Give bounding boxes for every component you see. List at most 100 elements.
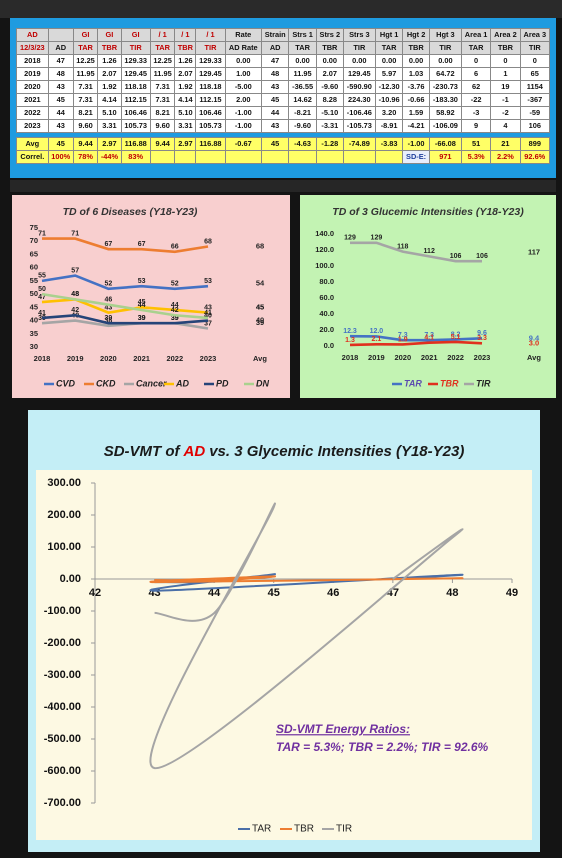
legend-label: AD (175, 378, 189, 388)
data-label: 40 (204, 312, 212, 319)
x-tick-label: 2022 (166, 354, 183, 363)
cell (342, 150, 376, 164)
cell: 47 (47, 54, 74, 68)
table-row: 2020 43 7.31 1.92 118.18 7.31 1.92 118.18 -5.00 4… (16, 80, 551, 94)
cell: Hgt 1 (374, 28, 404, 42)
cell: 4.14 (174, 93, 197, 107)
data-label: 48 (71, 291, 79, 298)
y-tick-label: -700.00 (44, 797, 81, 809)
cell: 5.10 (97, 106, 122, 120)
cell: 106.46 (120, 106, 151, 120)
y-tick-label: 20.0 (319, 325, 334, 334)
series-line (149, 502, 464, 770)
data-label: 52 (171, 281, 179, 288)
cell: 0.00 (402, 54, 430, 68)
cell: 129.45 (120, 67, 151, 81)
cell: 12.25 (72, 54, 99, 68)
table-row: Avg 45 9.44 2.97 116.88 9.44 2.97 116.88 -0.67 45… (16, 137, 551, 151)
cell: 14.62 (288, 93, 317, 107)
cell: 21 (490, 137, 521, 151)
data-label: 53 (138, 278, 146, 285)
table-row: 2021 45 7.31 4.14 112.15 7.31 4.14 112.15 2.00 45… (16, 93, 551, 107)
cell: -5.00 (224, 80, 262, 94)
x-tick-label: 49 (506, 587, 518, 599)
title-part: AD (183, 443, 206, 460)
table-row: 12/3/23 AD TAR TBR TIR TAR TBR TIR AD Rate AD TAR T… (16, 41, 551, 55)
legend-label: CVD (56, 378, 76, 388)
x-tick-label: 2019 (368, 353, 385, 362)
data-label: 4.1 (424, 335, 434, 342)
cell: 100% (47, 150, 74, 164)
cell (288, 150, 317, 164)
annotation: TAR = 5.3%; TBR = 2.2%; TIR = 92.6% (276, 740, 489, 754)
cell (174, 150, 197, 164)
data-label: 50 (38, 286, 46, 293)
data-label: 39 (105, 315, 113, 322)
data-label: 67 (138, 241, 146, 248)
cell: -44% (97, 150, 122, 164)
cell: -1 (490, 93, 521, 107)
cell: 0 (460, 54, 492, 68)
cell: 5.97 (374, 67, 404, 81)
data-label: 44 (138, 302, 146, 309)
cell: TBR (174, 41, 197, 55)
cell: -3.76 (402, 80, 430, 94)
cell: 5.10 (174, 106, 197, 120)
cell: TIR (342, 41, 376, 55)
cell: 1.00 (224, 67, 262, 81)
cell: 8.21 (72, 106, 99, 120)
x-tick-label: 2020 (394, 353, 411, 362)
data-label: 39 (138, 315, 146, 322)
annotation: SD-VMT Energy Ratios: (276, 722, 410, 736)
cell: -1.00 (224, 119, 262, 133)
cell: 51 (460, 137, 492, 151)
y-tick-label: -600.00 (44, 765, 81, 777)
data-label: 39 (38, 315, 46, 322)
cell: 12.25 (149, 54, 176, 68)
plot-area (36, 470, 532, 840)
cell: -2 (490, 106, 521, 120)
cell: 48 (47, 67, 74, 81)
cell: 9 (460, 119, 492, 133)
cell: GI (120, 28, 151, 42)
data-label: 118 (397, 243, 408, 250)
cell: 9.60 (149, 119, 176, 133)
cell: 92.6% (519, 150, 551, 164)
cell: 9.44 (149, 137, 176, 151)
data-label: 52 (105, 281, 113, 288)
cell: Strs 1 (288, 28, 317, 42)
cell: 3.31 (97, 119, 122, 133)
table-row: 2023 43 9.60 3.31 105.73 9.60 3.31 105.73 -1.00 4… (16, 119, 551, 133)
data-label: 106 (476, 253, 488, 260)
data-label: 47 (38, 294, 46, 301)
cell: -9.60 (315, 80, 344, 94)
cell: 899 (519, 137, 551, 151)
cell: 7.31 (149, 93, 176, 107)
cell (195, 150, 226, 164)
cell: 105.73 (120, 119, 151, 133)
legend-label: TIR (476, 378, 491, 388)
cell: 2018 (16, 54, 49, 68)
cell: 2.97 (97, 137, 122, 151)
cell: 45 (260, 137, 290, 151)
cell: Area 1 (460, 28, 492, 42)
cell: 112.15 (120, 93, 151, 107)
cell: GI (72, 28, 99, 42)
cell: -106.09 (428, 119, 462, 133)
x-tick-label: 42 (89, 587, 101, 599)
x-tick-label: 44 (208, 587, 221, 599)
cell: TBR (315, 41, 344, 55)
cell: 1.03 (402, 67, 430, 81)
data-label: 39 (138, 315, 146, 322)
data-label: 9.6 (477, 330, 487, 337)
series-line (41, 298, 209, 314)
cell: 62 (460, 80, 492, 94)
legend-label: TAR (252, 824, 271, 835)
cell: 7.31 (149, 80, 176, 94)
cell: -0.66 (402, 93, 430, 107)
cell: 0.00 (374, 54, 404, 68)
data-label: 44 (171, 302, 179, 309)
cell: -3.31 (315, 119, 344, 133)
cell: 2.07 (315, 67, 344, 81)
